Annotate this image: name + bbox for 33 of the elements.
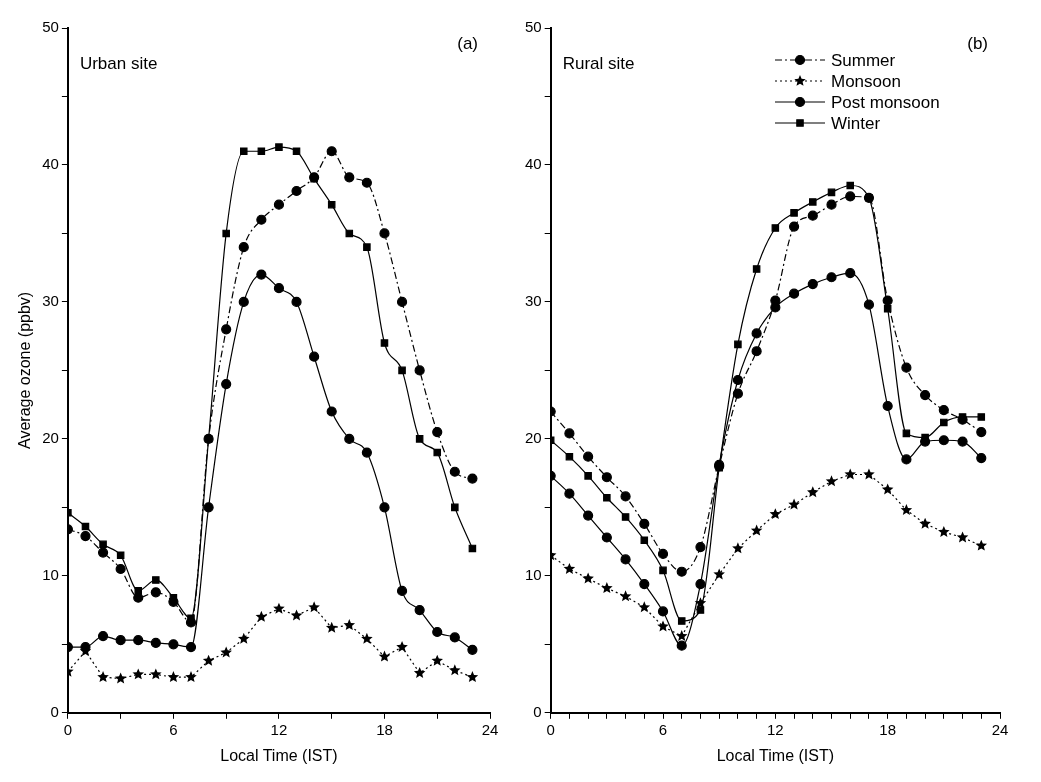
x-axis-title: Local Time (IST) <box>220 746 338 764</box>
y-tick-label: 50 <box>42 18 59 36</box>
legend-label: Monsoon <box>831 71 901 91</box>
annotation: Urban site <box>79 54 158 74</box>
legend-label: Summer <box>831 50 896 70</box>
y-tick-label: 0 <box>50 702 59 720</box>
y-tick-label: 30 <box>525 292 542 310</box>
x-tick-label: 24 <box>481 720 499 738</box>
x-axis-title: Local Time (IST) <box>716 746 835 764</box>
y-tick-label: 10 <box>42 565 59 583</box>
x-tick-label: 6 <box>658 720 668 738</box>
y-tick-label: 40 <box>525 155 542 173</box>
annotation: Rural site <box>562 54 635 74</box>
x-tick-label: 6 <box>169 720 178 738</box>
x-tick-label: 24 <box>991 720 1009 738</box>
x-tick-label: 12 <box>767 720 784 738</box>
y-tick-label: 10 <box>525 565 542 583</box>
y-tick-label: 20 <box>525 429 542 447</box>
annotation: (a) <box>457 34 478 54</box>
y-tick-label: 40 <box>42 155 59 173</box>
legend-label: Winter <box>831 113 881 133</box>
y-tick-label: 30 <box>42 292 59 310</box>
annotation: (b) <box>967 34 988 54</box>
legend-label: Post monsoon <box>831 92 940 112</box>
x-tick-label: 18 <box>879 720 897 738</box>
y-tick-label: 0 <box>533 702 542 720</box>
x-tick-label: 18 <box>376 720 393 738</box>
y-axis-title: Average ozone (ppbv) <box>16 291 34 449</box>
x-tick-label: 0 <box>63 720 73 738</box>
x-tick-label: 12 <box>270 720 288 738</box>
x-tick-label: 0 <box>546 720 555 738</box>
y-tick-label: 20 <box>42 429 59 447</box>
y-tick-label: 50 <box>525 18 542 36</box>
